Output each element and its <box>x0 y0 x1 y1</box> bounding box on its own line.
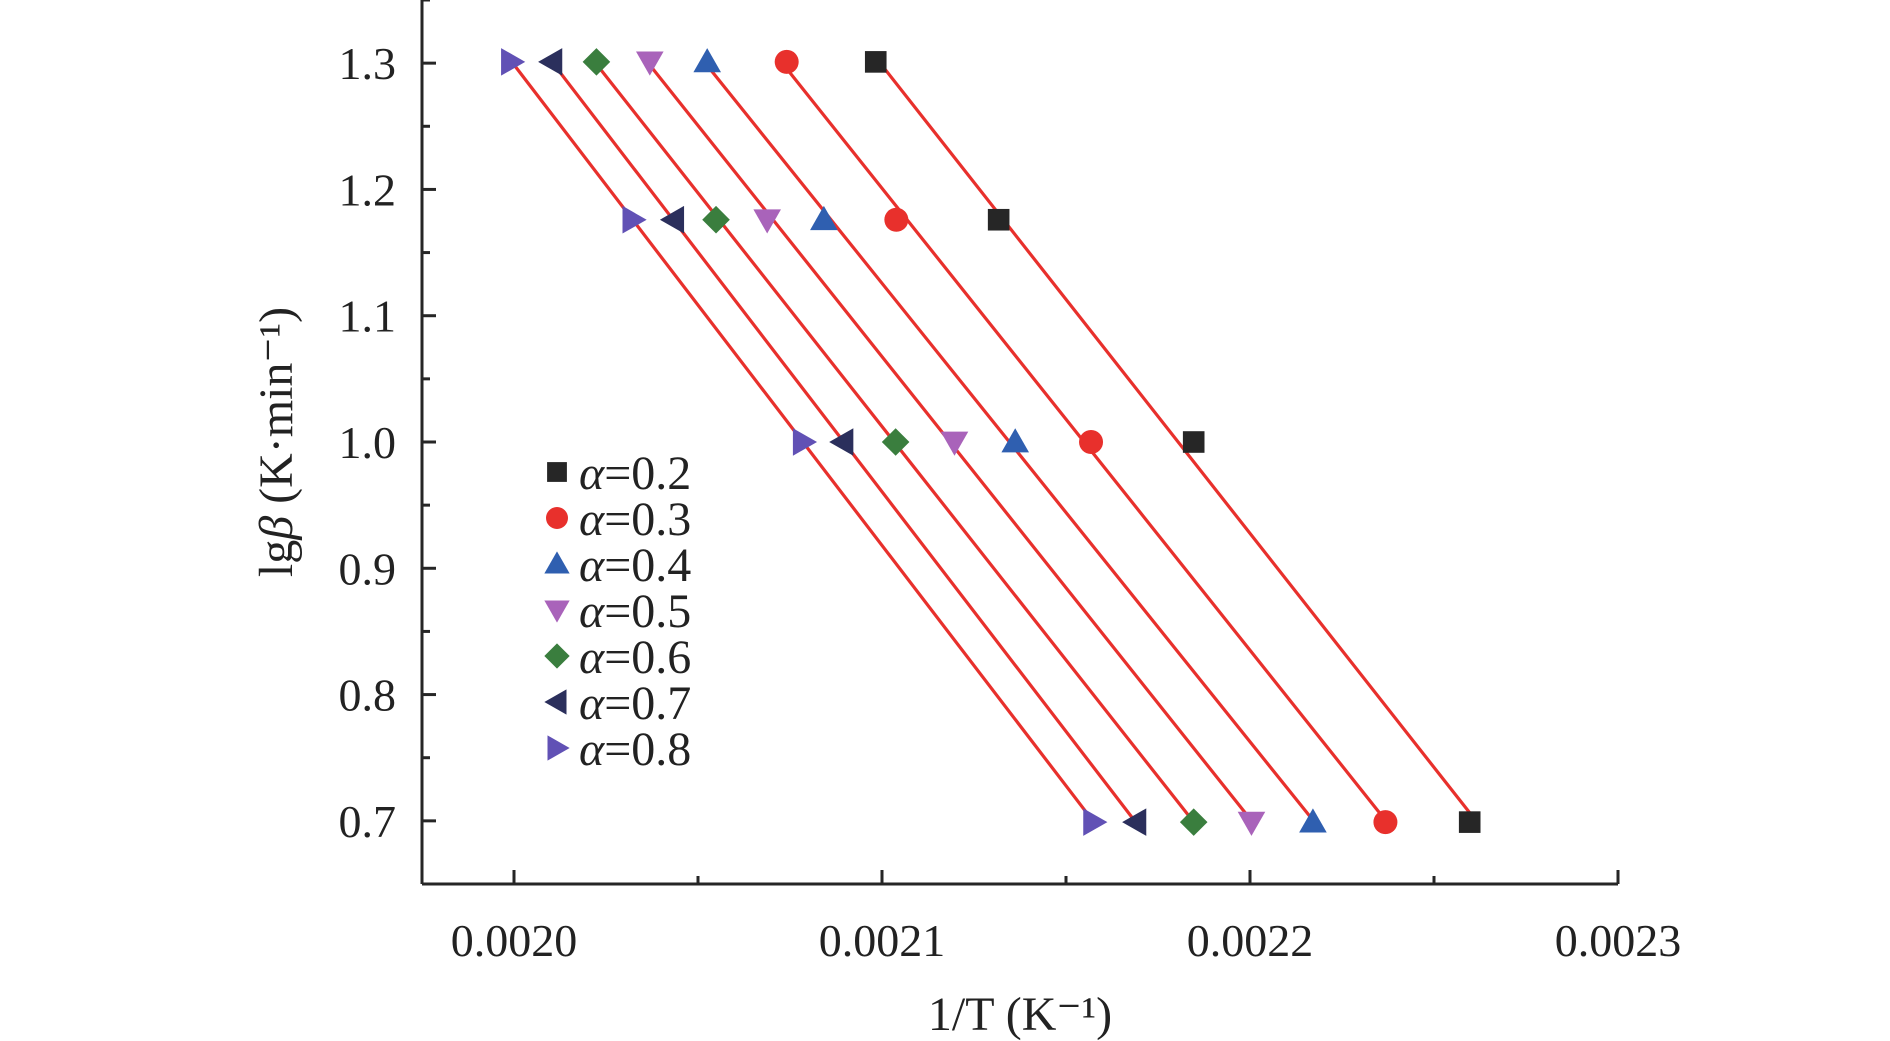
x-ticks: 0.0020 0.0021 0.0022 0.0023 <box>451 870 1682 966</box>
data-point-series-5 <box>1179 808 1208 836</box>
legend-label: α=0.5 <box>579 585 691 638</box>
data-point-series-7 <box>792 428 818 456</box>
legend-alpha-value: =0.5 <box>604 585 691 638</box>
data-markers <box>501 48 1481 836</box>
data-point-series-5 <box>702 205 730 234</box>
axes: 0.0020 0.0021 0.0022 0.0023 0.7 0.8 0.9 1.0 1.1… <box>339 0 1682 966</box>
y-tick-label: 1.2 <box>339 164 397 215</box>
legend-alpha-value: =0.3 <box>604 493 691 546</box>
legend-marker <box>547 735 570 761</box>
legend-alpha-value: =0.2 <box>604 447 691 500</box>
data-point-series-7 <box>501 48 526 76</box>
legend-alpha-symbol: α <box>579 723 605 776</box>
legend-alpha-symbol: α <box>579 447 605 500</box>
data-point-series-2 <box>1079 430 1104 454</box>
x-tick-label: 0.0020 <box>451 915 578 966</box>
legend-marker <box>544 600 570 623</box>
data-point-series-4 <box>940 431 969 456</box>
data-point-series-7 <box>1083 808 1108 836</box>
data-point-series-2 <box>774 49 799 74</box>
fit-line-series-1 <box>874 56 1471 814</box>
legend-label: α=0.2 <box>579 447 691 500</box>
legend-label: α=0.4 <box>579 539 691 592</box>
data-point-series-6 <box>538 48 563 76</box>
legend-label: α=0.7 <box>579 677 691 730</box>
legend-label: α=0.8 <box>579 723 691 776</box>
x-tick-label: 0.0023 <box>1555 915 1682 966</box>
legend-alpha-value: =0.7 <box>604 677 691 730</box>
y-tick-label: 0.7 <box>339 796 397 847</box>
data-point-series-2 <box>1373 810 1398 835</box>
data-point-series-1 <box>1458 811 1481 833</box>
legend-alpha-value: =0.6 <box>604 631 691 684</box>
data-point-series-3 <box>810 205 838 231</box>
y-axis-title-symbol: β <box>250 516 303 541</box>
data-point-series-1 <box>987 208 1010 231</box>
legend-alpha-symbol: α <box>579 585 605 638</box>
data-point-series-1 <box>864 51 887 73</box>
y-axis-title-prefix: lg <box>250 540 303 577</box>
x-tick-label: 0.0022 <box>1187 915 1314 966</box>
legend-alpha-symbol: α <box>579 539 605 592</box>
data-point-series-6 <box>1122 808 1147 836</box>
legend-alpha-symbol: α <box>579 631 605 684</box>
y-tick-label: 1.3 <box>339 38 397 89</box>
legend-marker <box>544 689 567 715</box>
x-axis-title: 1/T (K⁻¹) <box>928 988 1112 1041</box>
legend-alpha-symbol: α <box>579 677 605 730</box>
data-point-series-4 <box>753 209 781 234</box>
legend: α=0.2α=0.3α=0.4α=0.5α=0.6α=0.7α=0.8 <box>544 447 691 776</box>
legend-marker <box>546 507 568 529</box>
y-axis-title-unit: (K·min⁻¹) <box>250 307 303 516</box>
data-point-series-5 <box>582 48 611 76</box>
legend-alpha-value: =0.4 <box>604 539 691 592</box>
data-point-series-7 <box>622 205 647 234</box>
data-point-series-5 <box>881 428 910 456</box>
y-tick-label: 0.8 <box>339 670 397 721</box>
data-point-series-3 <box>1001 428 1030 453</box>
data-point-series-4 <box>635 51 664 76</box>
x-tick-label: 0.0021 <box>819 915 946 966</box>
data-point-series-4 <box>1237 811 1266 836</box>
legend-marker <box>544 643 570 669</box>
data-point-series-3 <box>1299 808 1327 833</box>
data-point-series-6 <box>829 428 854 456</box>
y-ticks: 0.7 0.8 0.9 1.0 1.1 1.2 1.3 <box>339 0 436 886</box>
y-tick-label: 1.0 <box>339 417 397 468</box>
legend-alpha-symbol: α <box>579 493 605 546</box>
legend-marker <box>547 462 567 482</box>
data-point-series-3 <box>693 48 721 73</box>
legend-label: α=0.3 <box>579 493 691 546</box>
y-tick-label: 0.9 <box>339 543 397 594</box>
data-point-series-1 <box>1182 431 1205 453</box>
data-point-series-2 <box>884 207 909 232</box>
legend-marker <box>544 551 570 574</box>
y-axis-title: lgβ (K·min⁻¹) <box>250 307 303 577</box>
legend-label: α=0.6 <box>579 631 691 684</box>
legend-alpha-value: =0.8 <box>604 723 691 776</box>
y-tick-label: 1.1 <box>339 291 397 342</box>
data-point-series-6 <box>659 205 685 234</box>
